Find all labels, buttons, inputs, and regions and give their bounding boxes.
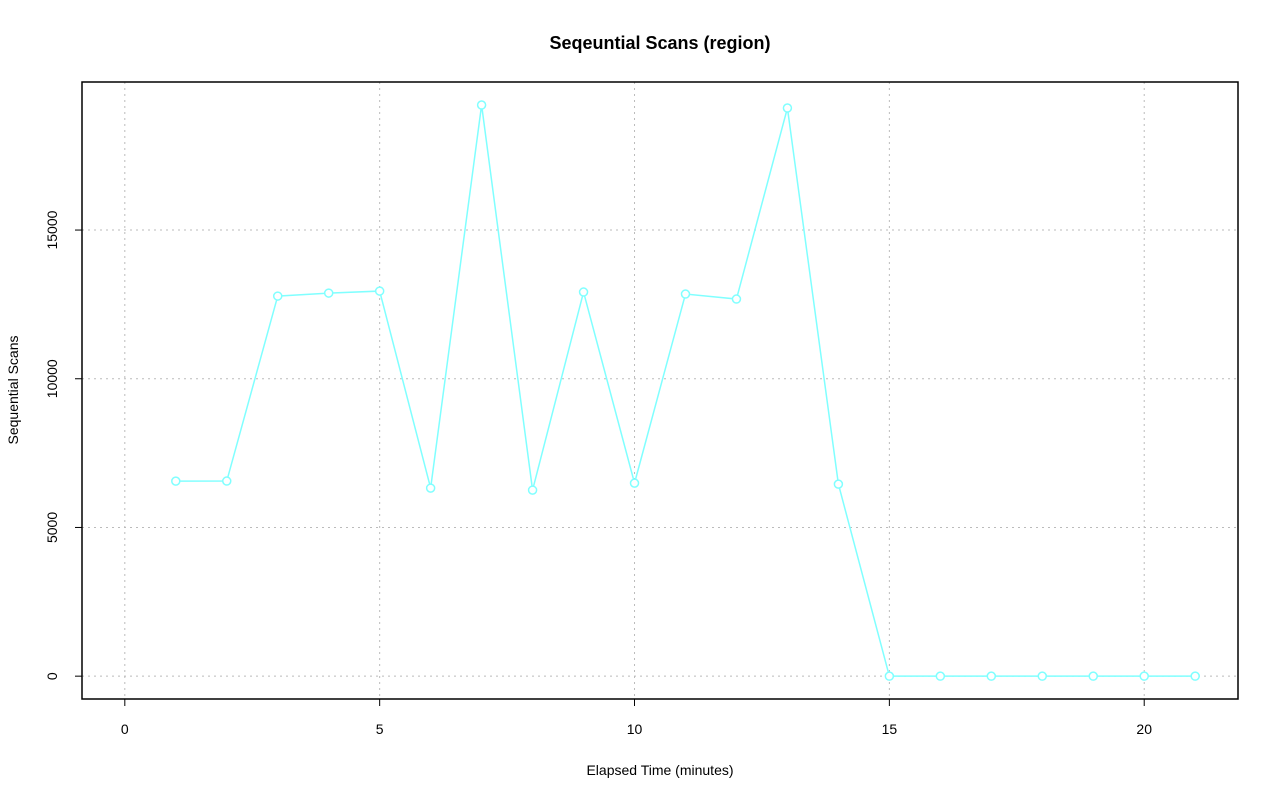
point (935, 671, 946, 681)
point (1190, 671, 1200, 681)
point (527, 485, 538, 495)
point (884, 671, 895, 681)
point (374, 286, 385, 296)
point (986, 671, 997, 681)
x-tick-label: 5 (376, 721, 384, 737)
chart-title: Seqeuntial Scans (region) (549, 33, 770, 53)
y-tick-label: 15000 (44, 210, 60, 249)
point (1088, 671, 1098, 681)
x-tick-label: 10 (627, 721, 643, 737)
point (1139, 671, 1149, 681)
plot-frame (81, 81, 1239, 700)
y-tick-label: 5000 (44, 512, 60, 543)
point (629, 478, 640, 488)
line (175, 104, 1196, 677)
x-tick-label: 20 (1136, 721, 1152, 737)
point (680, 289, 691, 299)
y-tick-label: 0 (44, 672, 60, 680)
x-tick-label: 0 (121, 721, 129, 737)
point (323, 288, 334, 298)
point (272, 291, 283, 301)
point (731, 294, 742, 304)
point (1037, 671, 1048, 681)
point (578, 287, 589, 297)
point (476, 100, 487, 110)
point (171, 476, 181, 486)
point (782, 103, 793, 113)
y-axis-label: Sequential Scans (5, 336, 21, 445)
point (425, 483, 436, 493)
point (833, 479, 844, 489)
y-tick-label: 10000 (44, 359, 60, 398)
x-axis-label: Elapsed Time (minutes) (586, 762, 733, 778)
x-tick-label: 15 (882, 721, 898, 737)
point (222, 476, 232, 486)
